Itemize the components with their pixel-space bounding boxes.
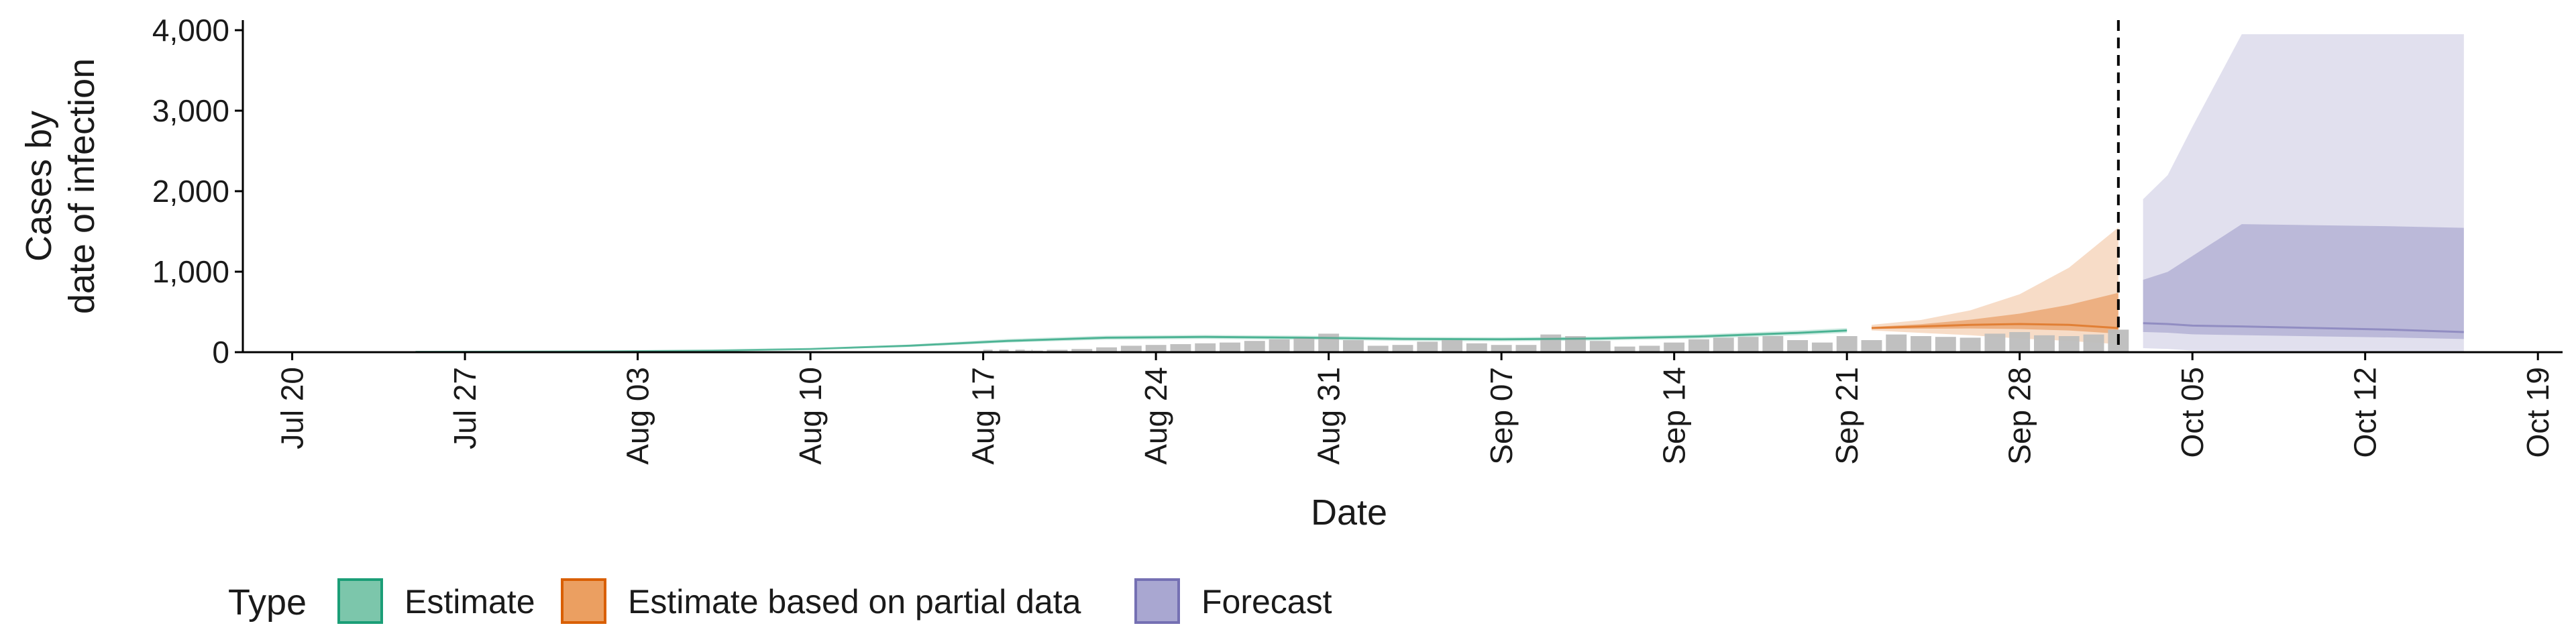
legend: Type Estimate Estimate based on partial da… (228, 578, 1332, 624)
reported-cases-bar (1811, 342, 1833, 352)
y-tick-label: 4,000 (152, 13, 229, 48)
x-tick-label: Sep 07 (1484, 367, 1519, 465)
reported-cases-bar (1466, 343, 1487, 352)
reported-cases-bar (1195, 343, 1216, 352)
reported-cases-bar (1762, 336, 1784, 352)
x-tick-label: Aug 31 (1311, 367, 1346, 465)
median-line-0 (415, 329, 1847, 354)
reported-cases-bar (1664, 342, 1685, 352)
legend-swatch (561, 578, 606, 624)
y-tick-label: 0 (212, 335, 229, 370)
reported-cases-bar (1220, 342, 1240, 352)
reported-cases-bar (1145, 345, 1167, 352)
reported-cases-bar (1984, 333, 2006, 352)
x-tick-label: Oct 12 (2348, 367, 2383, 458)
legend-label: Forecast (1201, 583, 1332, 621)
y-tick-label: 3,000 (152, 93, 229, 128)
x-tick-label: Sep 28 (2002, 367, 2037, 465)
band-90-2 (2143, 34, 2464, 352)
uncertainty-bands (415, 34, 2464, 352)
reported-cases-bar (1515, 345, 1537, 352)
reported-cases-bar (1244, 341, 1265, 352)
reported-cases-bar (1935, 337, 1956, 352)
median-lines (415, 322, 2464, 354)
y-axis-title-line: date of infection (62, 58, 102, 314)
reported-cases-bar (1417, 341, 1438, 352)
reported-cases-bar (1293, 337, 1315, 352)
reported-cases-bar (2083, 334, 2104, 352)
reported-cases-bar (1540, 334, 1562, 352)
reported-cases-bar (1046, 350, 1068, 352)
reported-cases-bar (1392, 345, 1413, 352)
reported-cases-bar (1367, 345, 1389, 352)
reported-cases-bar (1614, 346, 1635, 352)
reported-cases-bar (1911, 336, 1931, 352)
x-tick-label: Oct 05 (2175, 367, 2210, 458)
x-tick-label: Sep 14 (1657, 367, 1692, 465)
median-line-2 (2143, 322, 2464, 333)
reported-cases-bar (1442, 340, 1463, 352)
band-inner-1 (1871, 292, 2118, 334)
x-tick-label: Sep 21 (1829, 367, 1864, 465)
reported-cases-bar (1342, 340, 1364, 352)
y-axis-title-line: Cases by (19, 111, 59, 262)
reported-cases-bar (1170, 344, 1191, 352)
reported-cases-bar (1960, 337, 1981, 352)
legend-label: Estimate based on partial data (628, 583, 1081, 621)
x-axis-title: Date (1311, 492, 1387, 533)
reported-cases-bar (1688, 339, 1709, 352)
x-tick-label: Aug 10 (793, 367, 828, 465)
reported-cases-bars (983, 329, 2129, 353)
axes: 0 1,000 2,000 3,000 4,000 Jul 20 Jul 27 Aug 03 A… (19, 13, 2563, 533)
reported-cases-bar (2058, 336, 2080, 352)
reported-cases-bar (1713, 337, 1734, 352)
reported-cases-bar (1096, 347, 1118, 352)
reported-cases-bar (1071, 349, 1093, 352)
reported-cases-bar (1886, 334, 1907, 352)
reported-cases-bar (1787, 340, 1809, 352)
band-inner-2 (2143, 224, 2464, 339)
x-tick-label: Aug 03 (621, 367, 655, 465)
reported-cases-bar (1737, 337, 1759, 352)
reported-cases-bar (1836, 336, 1858, 352)
reported-cases-bar (1861, 340, 1882, 352)
x-tick-label: Jul 20 (275, 367, 310, 449)
band-90-1 (1871, 227, 2118, 344)
x-tick-label: Jul 27 (447, 367, 482, 449)
y-axis-title: Cases by date of infection (19, 58, 102, 314)
reported-cases-bar (1318, 333, 1340, 352)
y-tick-label: 2,000 (152, 174, 229, 209)
x-tick-label: Oct 19 (2520, 367, 2555, 458)
reported-cases-bar (1639, 345, 1660, 352)
y-tick-label: 1,000 (152, 254, 229, 289)
x-tick-label: Aug 17 (966, 367, 1001, 465)
reported-cases-bar (1491, 345, 1512, 352)
reported-cases-bar (2009, 332, 2031, 352)
reported-cases-bar (1269, 339, 1290, 352)
reported-cases-bar (2034, 335, 2055, 352)
x-tick-label: Aug 24 (1138, 367, 1173, 465)
reported-cases-bar (1120, 345, 1142, 352)
legend-swatch (337, 578, 383, 624)
legend-title: Type (228, 582, 307, 623)
median-line-1 (1871, 323, 2118, 329)
legend-label: Estimate (405, 583, 535, 621)
reported-cases-bar (1589, 341, 1611, 352)
legend-swatch (1134, 578, 1180, 624)
